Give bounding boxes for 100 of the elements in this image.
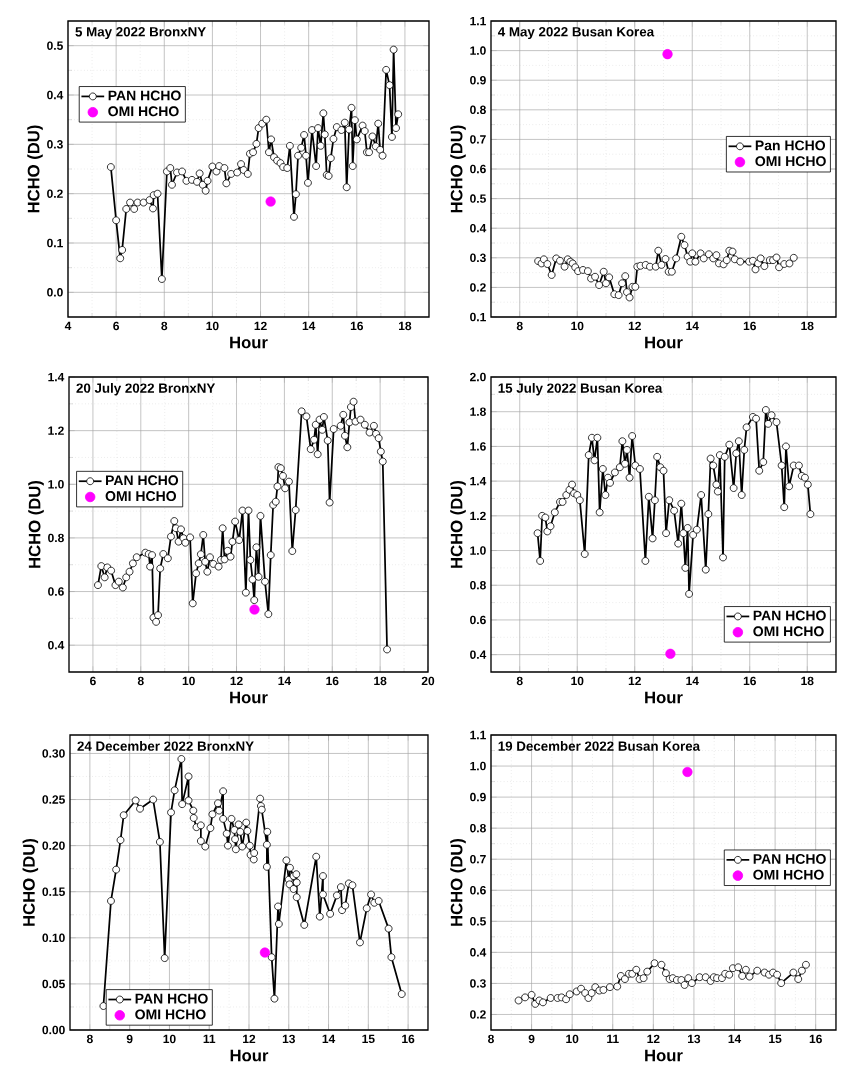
y-axis-title: HCHO (DU) [22, 838, 39, 926]
legend-label: OMI HCHO [753, 869, 824, 880]
x-tick-label: 12 [647, 1034, 660, 1044]
y-tick-label: 1.0 [470, 761, 486, 771]
y-tick-label: 0.3 [470, 253, 486, 263]
y-tick-label: 0.7 [470, 135, 486, 144]
x-tick-label: 6 [113, 321, 120, 331]
legend-label: OMI HCHO [755, 156, 826, 167]
x-tick-label: 14 [686, 676, 699, 685]
chart-title: 24 December 2022 BronxNY [77, 741, 254, 751]
y-tick-label: 0.5 [470, 917, 486, 926]
y-tick-label: 0.1 [470, 312, 486, 322]
y-tick-label: 0.15 [42, 887, 65, 896]
x-tick-label: 20 [421, 676, 435, 686]
y-axis-title: HCHO (DU) [450, 125, 466, 213]
legend-label: OMI HCHO [753, 626, 824, 637]
y-tick-label: 0.30 [42, 749, 65, 758]
y-axis-title: HCHO (DU) [28, 480, 44, 568]
x-tick-label: 15 [362, 1034, 375, 1044]
y-tick-label: 1.0 [470, 546, 486, 555]
y-tick-label: 0.9 [470, 75, 486, 85]
y-tick-label: 0.10 [42, 933, 65, 943]
x-tick-label: 12 [254, 321, 267, 331]
x-tick-label: 12 [230, 676, 243, 686]
y-tick-label: 1.4 [470, 476, 487, 486]
x-axis-title: Hour [645, 1049, 683, 1062]
y-tick-label: 1.2 [470, 511, 486, 521]
y-tick-label: 0.4 [470, 948, 487, 957]
y-tick-label: 0.3 [470, 979, 486, 988]
y-tick-label: 0.4 [470, 650, 487, 659]
x-tick-label: 14 [728, 1034, 742, 1043]
y-tick-label: 0.6 [470, 615, 486, 625]
legend-label: OMI HCHO [135, 1009, 206, 1020]
y-tick-label: 1.1 [470, 16, 486, 26]
x-tick-label: 16 [350, 321, 364, 331]
x-tick-label: 11 [607, 1034, 619, 1043]
legend-label: OMI HCHO [105, 491, 177, 502]
y-tick-label: 1.2 [48, 426, 64, 435]
y-tick-label: 0.7 [470, 854, 486, 864]
x-tick-label: 9 [528, 1034, 535, 1044]
x-tick-label: 10 [206, 321, 219, 331]
y-tick-label: 1.8 [470, 407, 486, 416]
x-tick-label: 8 [488, 1034, 494, 1044]
y-tick-label: 0.8 [48, 533, 64, 543]
chart-title: 15 July 2022 Busan Korea [498, 383, 663, 396]
y-tick-label: 0.20 [42, 841, 65, 850]
x-tick-label: 8 [161, 321, 168, 331]
x-tick-label: 14 [278, 676, 291, 685]
x-tick-label: 10 [566, 1034, 579, 1044]
legend-label: PAN HCHO [106, 475, 179, 486]
y-axis-title: HCHO (DU) [27, 125, 43, 213]
y-tick-label: 0.05 [42, 979, 65, 989]
y-tick-label: 0.6 [48, 587, 64, 596]
y-tick-label: 0.3 [47, 140, 63, 149]
x-tick-label: 8 [86, 1034, 93, 1044]
y-tick-label: 1.6 [470, 442, 486, 451]
legend-label: PAN HCHO [135, 993, 208, 1004]
x-tick-label: 15 [769, 1034, 782, 1044]
chart-title: 20 July 2022 BronxNY [76, 383, 216, 396]
x-tick-label: 10 [571, 676, 584, 686]
y-tick-label: 0.5 [470, 194, 486, 203]
y-tick-label: 0.6 [470, 164, 486, 174]
legend-label: Pan HCHO [755, 140, 826, 151]
x-tick-label: 16 [809, 1034, 822, 1044]
x-tick-label: 18 [801, 321, 814, 331]
x-tick-label: 12 [628, 321, 641, 331]
legend-label: PAN HCHO [108, 90, 181, 101]
x-tick-label: 9 [126, 1034, 133, 1044]
y-tick-label: 1.1 [470, 730, 486, 740]
x-tick-label: 8 [137, 676, 144, 686]
x-tick-label: 13 [688, 1034, 701, 1044]
y-tick-label: 0.8 [470, 823, 486, 833]
legend-label: PAN HCHO [753, 853, 826, 864]
x-tick-label: 4 [64, 321, 72, 330]
x-tick-label: 16 [326, 676, 339, 686]
x-tick-label: 12 [628, 676, 641, 686]
y-tick-label: 0.5 [47, 41, 63, 50]
x-tick-label: 14 [322, 1034, 336, 1043]
legend-label: OMI HCHO [108, 106, 179, 117]
x-tick-label: 11 [203, 1034, 216, 1043]
chart-title: 19 December 2022 Busan Korea [498, 741, 701, 751]
y-tick-label: 0.25 [42, 795, 65, 804]
y-tick-label: 0.4 [48, 640, 65, 650]
y-tick-label: 1.0 [470, 46, 486, 55]
x-tick-label: 10 [182, 676, 195, 686]
x-tick-label: 16 [743, 676, 756, 686]
x-tick-label: 8 [516, 676, 523, 686]
y-tick-label: 0.9 [470, 792, 486, 802]
x-tick-label: 12 [243, 1034, 256, 1044]
y-axis-title: HCHO (DU) [450, 838, 466, 926]
y-tick-label: 0.0 [47, 288, 63, 297]
chart-title: 5 May 2022 BronxNY [75, 27, 206, 40]
x-axis-title: Hour [645, 336, 683, 349]
y-tick-label: 0.4 [47, 90, 64, 100]
x-tick-label: 14 [302, 321, 316, 330]
y-tick-label: 1.0 [48, 480, 64, 489]
x-tick-label: 6 [90, 676, 96, 686]
chart-title: 4 May 2022 Busan Korea [497, 27, 655, 40]
y-tick-label: 0.6 [470, 886, 486, 895]
y-tick-label: 0.2 [470, 283, 486, 292]
